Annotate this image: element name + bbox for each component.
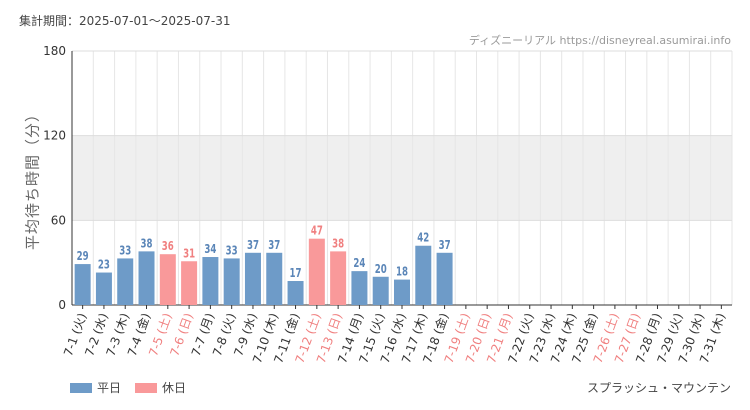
bar-value-label: 37 bbox=[268, 238, 280, 252]
bar-value-label: 34 bbox=[204, 242, 216, 256]
bar bbox=[95, 272, 112, 305]
bar-value-label: 47 bbox=[311, 224, 323, 238]
bar bbox=[117, 258, 134, 305]
bar bbox=[138, 251, 155, 305]
bar-value-label: 17 bbox=[290, 266, 302, 280]
legend-label-holiday: 休日 bbox=[162, 381, 187, 395]
period-label: 集計期間：2025-07-01～2025-07-31 bbox=[19, 14, 231, 28]
y-tick-label: 180 bbox=[43, 44, 66, 58]
legend-item-weekday: 平日 bbox=[70, 379, 121, 396]
bar-value-label: 31 bbox=[183, 246, 195, 260]
bar bbox=[181, 261, 198, 305]
bar-value-label: 24 bbox=[353, 256, 365, 270]
y-tick-label: 120 bbox=[43, 129, 66, 143]
bar bbox=[202, 257, 219, 305]
bar bbox=[266, 252, 283, 305]
bar bbox=[330, 251, 347, 305]
bar bbox=[351, 271, 368, 305]
bar-value-label: 18 bbox=[396, 265, 408, 279]
bar-value-label: 29 bbox=[77, 249, 89, 263]
bar bbox=[74, 264, 91, 305]
bar-value-label: 33 bbox=[119, 243, 131, 257]
y-tick-label: 60 bbox=[51, 213, 66, 227]
bar bbox=[436, 252, 453, 305]
source-credit: ディズニーリアル https://disneyreal.asumirai.inf… bbox=[468, 34, 731, 47]
bar bbox=[372, 276, 389, 305]
bar bbox=[394, 279, 410, 305]
bar-value-label: 36 bbox=[162, 239, 174, 253]
bar-value-label: 37 bbox=[439, 238, 451, 252]
bar bbox=[287, 281, 304, 305]
y-tick-label: 0 bbox=[58, 298, 66, 312]
attraction-name: スプラッシュ・マウンテン bbox=[586, 381, 731, 395]
bar-value-label: 33 bbox=[226, 243, 238, 257]
legend-swatch-holiday bbox=[135, 382, 158, 393]
bar-value-label: 38 bbox=[141, 236, 153, 250]
bar bbox=[308, 238, 325, 305]
bar bbox=[223, 258, 240, 305]
bar-value-label: 23 bbox=[98, 258, 110, 272]
bar-value-label: 37 bbox=[247, 238, 259, 252]
bar-value-label: 42 bbox=[417, 231, 429, 245]
bar bbox=[244, 252, 261, 305]
legend-label-weekday: 平日 bbox=[97, 381, 122, 395]
legend-item-holiday: 休日 bbox=[135, 379, 186, 396]
legend-swatch-weekday bbox=[70, 382, 92, 393]
shaded-band bbox=[72, 135, 732, 221]
bar bbox=[415, 245, 432, 305]
bar-value-label: 38 bbox=[332, 236, 344, 250]
legend: 平日 休日 bbox=[70, 379, 186, 396]
bar bbox=[159, 254, 176, 305]
bar-value-label: 20 bbox=[375, 262, 387, 276]
